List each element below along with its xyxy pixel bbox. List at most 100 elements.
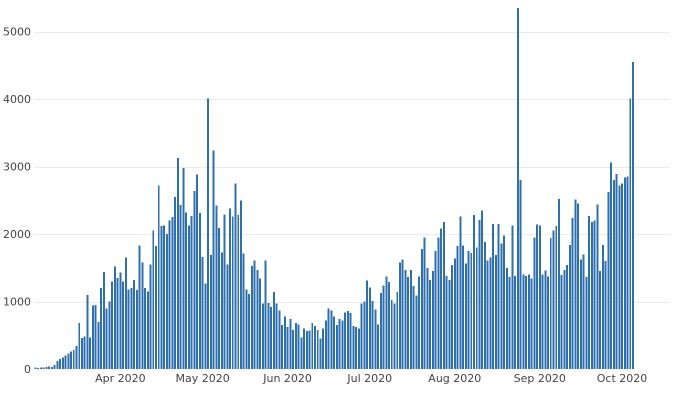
bar (45, 366, 48, 369)
bar (355, 327, 358, 369)
bar (264, 260, 267, 369)
bar (327, 308, 330, 369)
bar (105, 308, 108, 369)
bar (127, 289, 130, 369)
bar (612, 180, 615, 369)
bar (568, 244, 571, 369)
bar (396, 292, 399, 369)
bar (552, 230, 555, 369)
bar (577, 203, 580, 369)
bar (352, 325, 355, 369)
bar (494, 254, 497, 369)
bar (538, 225, 541, 369)
bar (401, 259, 404, 369)
bar (379, 292, 382, 369)
bar (67, 353, 70, 369)
bar (37, 367, 40, 369)
bar (59, 358, 62, 369)
bar (187, 225, 190, 369)
bar (626, 176, 629, 369)
bar (536, 224, 539, 369)
bar (108, 301, 111, 369)
x-tick-label: May 2020 (175, 372, 229, 385)
bar (492, 223, 495, 369)
x-tick-label: Jul 2020 (346, 372, 392, 385)
bar (135, 290, 138, 369)
bar (64, 355, 67, 369)
x-tick-label: Oct 2020 (597, 372, 648, 385)
bar (119, 272, 122, 369)
bar (599, 271, 602, 369)
bar (204, 283, 207, 369)
bar (324, 320, 327, 369)
bar (305, 331, 308, 369)
bar (459, 216, 462, 369)
bar (404, 269, 407, 369)
bar (289, 319, 292, 369)
bar (409, 269, 412, 369)
bar (267, 302, 270, 369)
bar (242, 253, 245, 369)
bar (130, 288, 133, 369)
bar (261, 303, 264, 369)
bar (259, 278, 262, 369)
bar (179, 205, 182, 369)
bar (467, 250, 470, 369)
bar (615, 173, 618, 369)
bar (157, 185, 160, 369)
bar (563, 269, 566, 369)
bar (456, 246, 459, 369)
bar (155, 246, 157, 369)
bar (470, 252, 473, 369)
bar (56, 360, 59, 369)
bar (245, 289, 248, 369)
bar (78, 323, 81, 369)
bar (196, 174, 199, 369)
bar (61, 357, 64, 369)
bar (601, 244, 604, 369)
bar (311, 323, 314, 369)
bar (124, 257, 127, 369)
bar (516, 8, 519, 369)
bar (346, 310, 349, 369)
bar (275, 303, 278, 369)
bar (462, 245, 465, 369)
bar (234, 183, 237, 369)
bar (207, 98, 210, 370)
bar (525, 275, 528, 369)
bar (522, 274, 525, 369)
bar (174, 196, 177, 369)
bar (541, 274, 544, 369)
bar (50, 366, 53, 369)
bar (555, 225, 558, 369)
bar (596, 204, 599, 369)
bar (149, 264, 152, 369)
bar (176, 157, 179, 369)
bar (300, 337, 303, 369)
x-tick-label: Aug 2020 (428, 372, 481, 385)
bar (286, 327, 289, 369)
bar (253, 260, 256, 369)
bar (503, 235, 506, 369)
bar (113, 266, 116, 369)
bar (248, 294, 251, 369)
x-axis-tick-labels: Apr 2020 May 2020 Jun 2020 Jul 2020 Aug 2020… (95, 372, 647, 385)
bar (256, 269, 259, 369)
bar (86, 294, 89, 369)
bar (100, 288, 103, 369)
x-tick-label: Apr 2020 (95, 372, 146, 385)
bar (97, 321, 100, 369)
bar (610, 162, 613, 369)
bar (514, 275, 517, 369)
bar (297, 324, 300, 369)
bar (464, 263, 467, 369)
y-tick-label: 2000 (3, 228, 31, 241)
bar (448, 279, 451, 369)
bar (434, 250, 437, 369)
bar (303, 328, 306, 369)
bar (163, 225, 166, 369)
bar (338, 319, 341, 369)
bar (229, 208, 231, 369)
bar (91, 305, 94, 369)
bar (475, 247, 478, 369)
